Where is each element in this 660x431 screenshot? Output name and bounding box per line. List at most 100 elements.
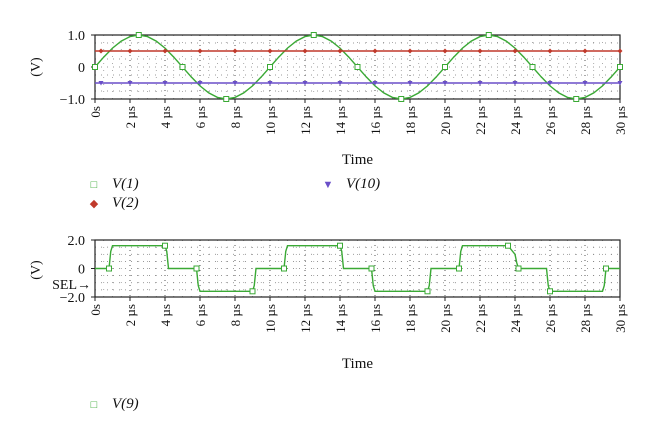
x-tick-label: 14 µs [333, 304, 348, 333]
x-tick-label: 8 µs [228, 106, 243, 128]
x-tick-label: 30 µs [613, 106, 628, 135]
x-axis-label: Time [342, 152, 373, 168]
x-tick-label: 0s [88, 106, 103, 118]
x-tick-label: 18 µs [403, 106, 418, 135]
x-tick-label: 14 µs [333, 106, 348, 135]
data-point-marker [267, 64, 273, 70]
x-tick-label: 6 µs [193, 304, 208, 326]
data-point-marker [442, 64, 448, 70]
data-point-marker [442, 81, 448, 86]
x-tick-label: 24 µs [508, 304, 523, 333]
data-point-marker [477, 48, 483, 54]
data-point-marker [302, 81, 308, 86]
legend-label-v1: V(1) [112, 176, 139, 192]
x-tick-label: 10 µs [263, 304, 278, 333]
data-point-marker [617, 64, 623, 70]
data-point-marker [512, 81, 518, 86]
data-point-marker [573, 96, 580, 102]
data-point-marker [617, 81, 623, 86]
x-tick-label: 26 µs [543, 106, 558, 135]
data-point-marker [267, 48, 273, 54]
data-point-marker [232, 48, 238, 54]
plot-area-1 [91, 32, 623, 103]
data-point-marker [424, 288, 431, 295]
data-point-marker [302, 48, 308, 54]
data-point-marker [197, 48, 203, 54]
x-axis-label: Time [342, 356, 373, 372]
data-point-marker [337, 48, 343, 54]
data-point-marker [372, 81, 378, 86]
x-tick-label: 16 µs [368, 106, 383, 135]
legend-diamond-icon: ◆ [89, 198, 99, 210]
x-tick-label: 16 µs [368, 304, 383, 333]
data-point-marker [368, 265, 375, 272]
y-axis-label: (V) [29, 57, 44, 77]
legend-triangle-icon: ▼ [322, 178, 334, 191]
legend-v2: ◆ V(2) [88, 195, 139, 212]
data-point-marker [92, 64, 98, 70]
x-tick-label: 2 µs [123, 106, 138, 128]
data-point-marker [162, 242, 168, 249]
data-point-marker [249, 288, 256, 295]
data-point-marker [106, 265, 112, 272]
data-point-marker [477, 81, 483, 86]
y-axis-label: (V) [29, 260, 44, 280]
y-tick-label: 0 [78, 61, 85, 76]
y-tick-label: 0 [78, 263, 85, 278]
x-tick-label: 4 µs [158, 106, 173, 128]
data-point-marker [529, 64, 536, 70]
x-tick-label: 20 µs [438, 106, 453, 135]
x-tick-label: 22 µs [473, 106, 488, 135]
x-tick-label: 4 µs [158, 304, 173, 326]
series-line-v9 [95, 244, 620, 292]
data-point-marker [582, 48, 588, 54]
data-point-marker [582, 81, 588, 86]
data-point-marker [127, 48, 133, 54]
data-point-marker [547, 288, 553, 295]
data-point-marker [617, 48, 623, 54]
data-point-marker [407, 48, 413, 54]
data-point-marker [267, 81, 273, 86]
data-point-marker [162, 81, 168, 86]
data-point-marker [603, 265, 609, 272]
data-point-marker [512, 48, 518, 54]
sel-marker-label: SEL→ [52, 278, 91, 293]
legend-v9: □ V(9) [88, 396, 139, 413]
data-point-marker [232, 81, 238, 86]
legend-square-icon: □ [90, 178, 98, 191]
legend-label-v10: V(10) [346, 176, 381, 192]
data-point-marker [281, 265, 287, 272]
data-point-marker [337, 81, 343, 86]
legend-v1: □ V(1) [88, 176, 139, 193]
x-tick-label: 28 µs [578, 106, 593, 135]
x-tick-label: 2 µs [123, 304, 138, 326]
data-point-marker [127, 81, 133, 86]
data-point-marker [223, 96, 230, 102]
y-tick-label: −1.0 [60, 93, 85, 108]
x-tick-label: 8 µs [228, 304, 243, 326]
data-point-marker [310, 32, 317, 38]
data-point-marker [407, 81, 413, 86]
x-tick-label: 10 µs [263, 106, 278, 135]
data-point-marker [135, 32, 142, 38]
data-point-marker [485, 32, 492, 38]
x-tick-label: 30 µs [613, 304, 628, 333]
data-point-marker [162, 48, 168, 54]
data-point-marker [193, 265, 200, 272]
data-point-marker [179, 64, 186, 70]
legend-v10: ▼ V(10) [322, 176, 381, 193]
data-point-marker [456, 265, 462, 272]
x-tick-label: 20 µs [438, 304, 453, 333]
x-tick-label: 18 µs [403, 304, 418, 333]
x-tick-label: 26 µs [543, 304, 558, 333]
x-tick-label: 0s [88, 304, 103, 316]
plot-area-2 [91, 239, 621, 301]
legend-square-icon: □ [90, 398, 98, 411]
x-tick-label: 12 µs [298, 304, 313, 333]
x-tick-label: 24 µs [508, 106, 523, 135]
data-point-marker [372, 48, 378, 54]
data-point-marker [337, 242, 343, 249]
legend-label-v9: V(9) [112, 396, 139, 412]
